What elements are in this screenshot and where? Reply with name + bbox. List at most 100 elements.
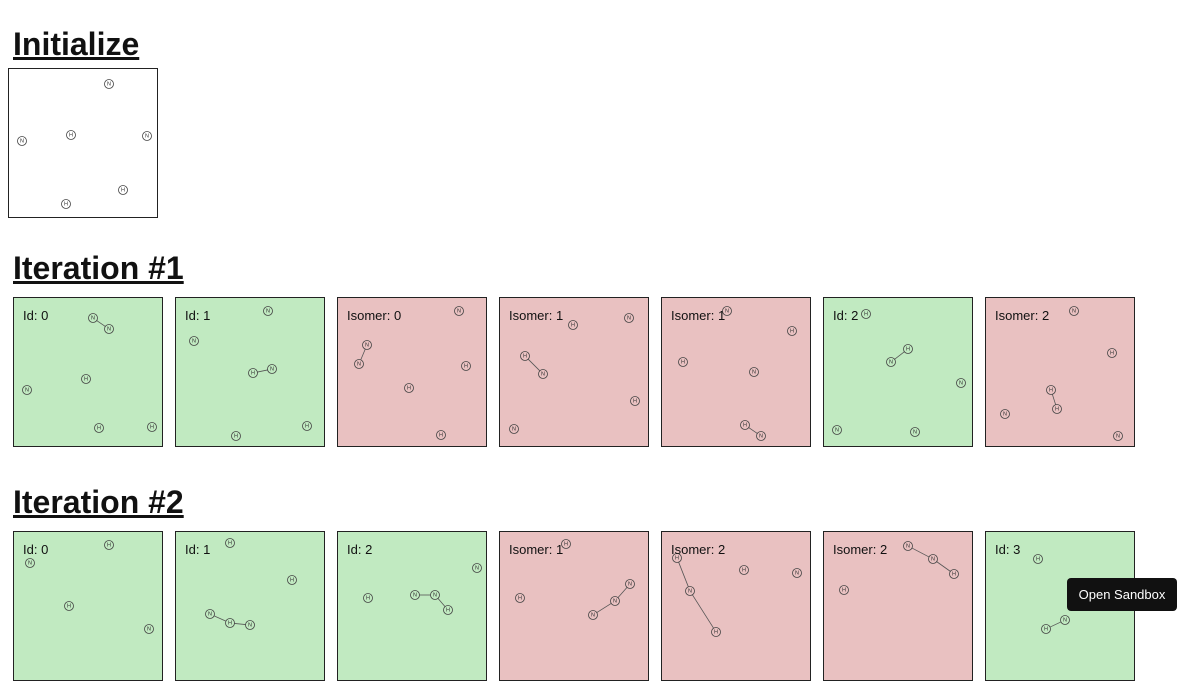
- bond-line: [527, 358, 541, 372]
- panel-label: Id: 2: [347, 542, 373, 557]
- hydrogen-atom: H: [61, 199, 71, 209]
- iteration-1-heading: Iteration #1: [13, 250, 184, 286]
- nitrogen-atom: N: [205, 609, 215, 619]
- nitrogen-atom: N: [22, 385, 32, 395]
- bond-line: [213, 615, 227, 622]
- svg-text:N: N: [266, 308, 270, 314]
- svg-text:H: H: [1049, 387, 1053, 393]
- nitrogen-atom: N: [430, 590, 440, 600]
- hydrogen-atom: H: [81, 374, 91, 384]
- nitrogen-atom: N: [1000, 409, 1010, 419]
- bond-line: [911, 547, 930, 558]
- svg-text:H: H: [290, 577, 294, 583]
- bond-line: [1049, 621, 1062, 628]
- molecule-canvas: H N H N: [25, 540, 154, 634]
- nitrogen-atom: N: [1113, 431, 1123, 441]
- molecule-canvas: H N H N N: [515, 539, 635, 620]
- panel-label: Isomer: 2: [833, 542, 888, 557]
- svg-text:N: N: [357, 361, 361, 367]
- svg-text:H: H: [84, 376, 88, 382]
- nitrogen-atom: N: [928, 554, 938, 564]
- bond-line: [617, 587, 628, 598]
- svg-text:N: N: [248, 622, 252, 628]
- svg-text:H: H: [675, 555, 679, 561]
- panel-label: Id: 0: [23, 308, 49, 323]
- nitrogen-atom: N: [88, 313, 98, 323]
- svg-text:H: H: [1036, 556, 1040, 562]
- svg-text:N: N: [627, 315, 631, 321]
- svg-text:N: N: [688, 588, 692, 594]
- nitrogen-atom: N: [538, 369, 548, 379]
- hydrogen-atom: H: [739, 565, 749, 575]
- hydrogen-atom: H: [94, 423, 104, 433]
- bond-line: [596, 603, 612, 613]
- bond-line: [894, 351, 905, 360]
- hydrogen-atom: H: [1033, 554, 1043, 564]
- nitrogen-atom: N: [625, 579, 635, 589]
- molecule-canvas: H N H N H N: [509, 313, 640, 434]
- svg-text:H: H: [571, 322, 575, 328]
- open-sandbox-button[interactable]: Open Sandbox: [1067, 578, 1177, 611]
- nitrogen-atom: N: [189, 336, 199, 346]
- hydrogen-atom: H: [287, 575, 297, 585]
- molecule-canvas: N H H N H N: [678, 306, 797, 441]
- svg-text:H: H: [564, 541, 568, 547]
- bond-line: [936, 561, 951, 572]
- hydrogen-atom: H: [248, 368, 258, 378]
- hydrogen-atom: H: [630, 396, 640, 406]
- svg-text:H: H: [1110, 350, 1114, 356]
- svg-text:N: N: [906, 543, 910, 549]
- bond-line: [692, 594, 714, 629]
- svg-text:H: H: [743, 422, 747, 428]
- nitrogen-atom: N: [792, 568, 802, 578]
- bond-line: [1051, 394, 1057, 405]
- molecule-panel-valid: Id: 2 N H N N H: [337, 531, 487, 681]
- svg-text:N: N: [25, 387, 29, 393]
- hydrogen-atom: H: [1041, 624, 1051, 634]
- svg-text:N: N: [931, 556, 935, 562]
- panel-label: Isomer: 2: [995, 308, 1050, 323]
- molecule-canvas: N H H H N N: [1000, 306, 1123, 441]
- nitrogen-atom: N: [362, 340, 372, 350]
- svg-text:N: N: [795, 570, 799, 576]
- nitrogen-atom: N: [25, 558, 35, 568]
- panel-label: Id: 1: [185, 308, 211, 323]
- bond-line: [748, 427, 758, 434]
- svg-text:H: H: [97, 425, 101, 431]
- nitrogen-atom: N: [245, 620, 255, 630]
- nitrogen-atom: N: [956, 378, 966, 388]
- hydrogen-atom: H: [839, 585, 849, 595]
- svg-text:H: H: [305, 423, 309, 429]
- molecule-canvas: N N H N H H: [189, 306, 312, 441]
- hydrogen-atom: H: [520, 351, 530, 361]
- svg-text:H: H: [439, 432, 443, 438]
- bond-line: [678, 562, 689, 587]
- svg-text:N: N: [628, 581, 632, 587]
- hydrogen-atom: H: [861, 309, 871, 319]
- molecule-panel-isomer: Isomer: 2 N H H H N N: [985, 297, 1135, 447]
- svg-text:H: H: [64, 201, 68, 207]
- molecule-canvas: N N N H H H: [354, 306, 471, 440]
- hydrogen-atom: H: [740, 420, 750, 430]
- panel-label: Isomer: 1: [509, 542, 564, 557]
- svg-text:H: H: [518, 595, 522, 601]
- iteration-2-heading: Iteration #2: [13, 484, 184, 520]
- svg-text:N: N: [433, 592, 437, 598]
- svg-text:H: H: [906, 346, 910, 352]
- nitrogen-atom: N: [267, 364, 277, 374]
- hydrogen-atom: H: [64, 601, 74, 611]
- svg-text:H: H: [228, 540, 232, 546]
- bond-line: [257, 369, 268, 373]
- nitrogen-atom: N: [1069, 306, 1079, 316]
- svg-text:N: N: [28, 560, 32, 566]
- svg-text:N: N: [365, 342, 369, 348]
- panel-label: Id: 0: [23, 542, 49, 557]
- nitrogen-atom: N: [472, 563, 482, 573]
- svg-text:H: H: [407, 385, 411, 391]
- svg-text:N: N: [759, 433, 763, 439]
- svg-text:N: N: [147, 626, 151, 632]
- svg-text:N: N: [512, 426, 516, 432]
- svg-text:H: H: [523, 353, 527, 359]
- hydrogen-atom: H: [1046, 385, 1056, 395]
